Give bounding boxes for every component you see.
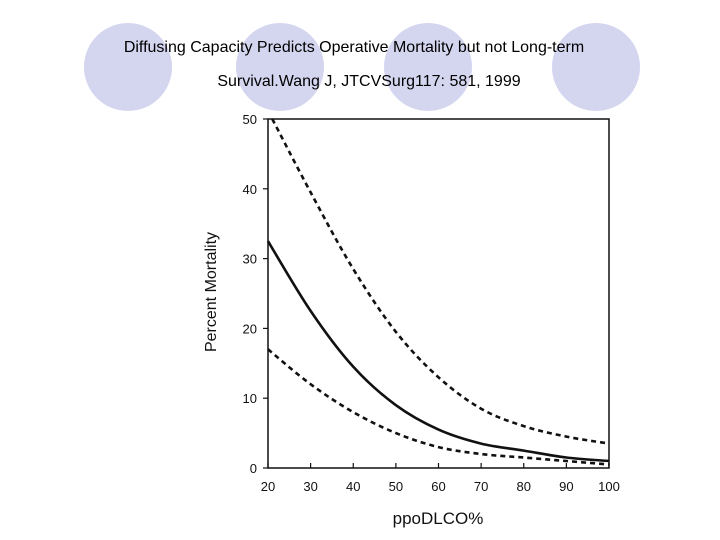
x-tick-label: 30 [303, 479, 317, 494]
slide-title: Diffusing Capacity Predicts Operative Mo… [123, 39, 585, 56]
y-axis: 0 10 20 30 40 50 [243, 112, 268, 476]
decor-circle-1 [84, 23, 172, 111]
x-tick-label: 20 [261, 479, 275, 494]
x-tick-label: 60 [431, 479, 445, 494]
x-tick-label: 80 [517, 479, 531, 494]
x-tick-label: 40 [346, 479, 360, 494]
x-axis: 20 30 40 50 60 70 80 90 100 [261, 463, 620, 494]
y-tick-label: 20 [243, 321, 257, 336]
x-tick-label: 90 [559, 479, 573, 494]
series-group [266, 118, 610, 466]
y-tick-label: 40 [243, 182, 257, 197]
series-line-lower-bound [267, 348, 610, 466]
plot-frame [267, 118, 610, 469]
x-tick-label: 70 [474, 479, 488, 494]
series-line-estimate [266, 240, 610, 463]
decor-circle-4 [552, 23, 640, 111]
slide-citation: Survival.Wang J, JTCVSurg117: 581, 1999 [217, 73, 521, 90]
x-tick-label: 100 [598, 479, 620, 494]
y-tick-label: 10 [243, 391, 257, 406]
series-line-upper-bound [271, 118, 610, 445]
y-tick-label: 30 [243, 252, 257, 267]
x-tick-label: 50 [389, 479, 403, 494]
y-tick-label: 0 [250, 461, 257, 476]
y-axis-label: Percent Mortality [203, 232, 220, 352]
decor-circle-3 [384, 23, 472, 111]
x-axis-label: ppoDLCO% [393, 509, 484, 528]
decor-circle-2 [236, 23, 324, 111]
y-tick-label: 50 [243, 112, 257, 127]
